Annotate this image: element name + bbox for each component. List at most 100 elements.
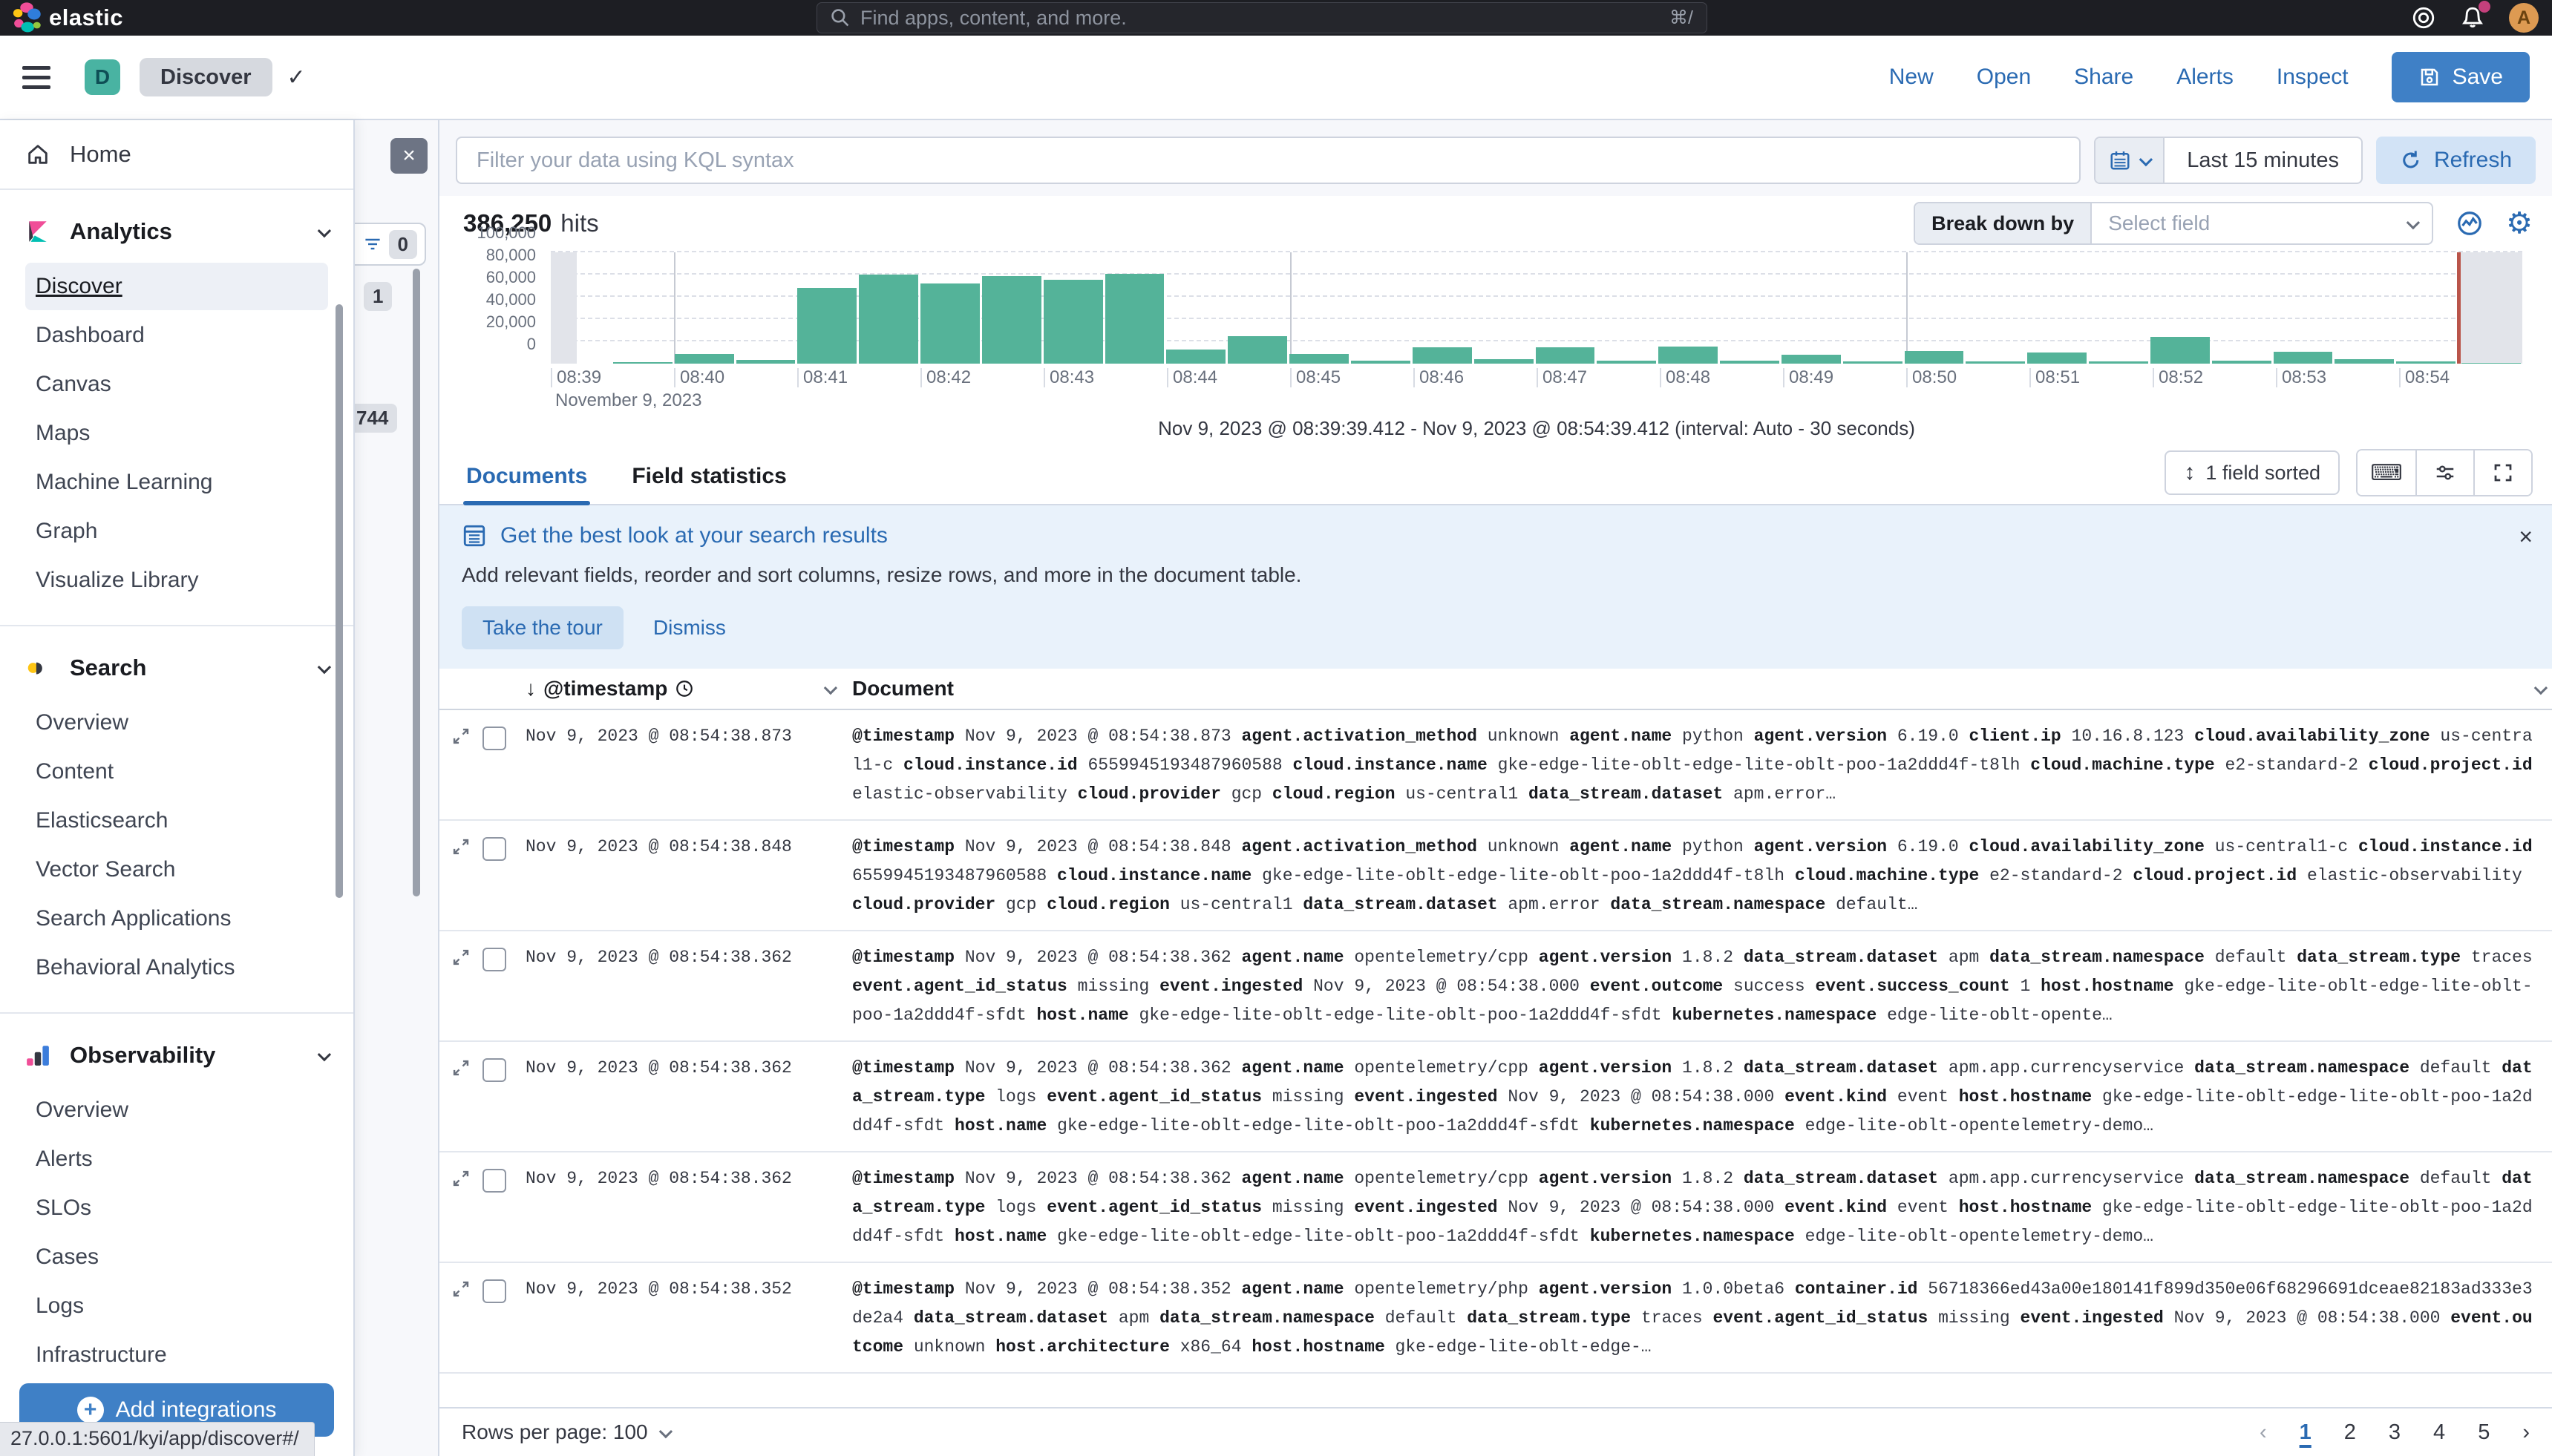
histogram-bar[interactable] bbox=[2211, 361, 2271, 364]
dismiss-link[interactable]: Dismiss bbox=[652, 616, 726, 639]
histogram-bucket[interactable] bbox=[796, 252, 858, 364]
sidebar-item-dashboard[interactable]: Dashboard bbox=[36, 323, 145, 347]
histogram-bucket[interactable] bbox=[2088, 252, 2150, 364]
histogram-bucket[interactable] bbox=[1535, 252, 1597, 364]
histogram-bar[interactable] bbox=[1289, 354, 1349, 364]
histogram-bucket[interactable] bbox=[1165, 252, 1227, 364]
row-checkbox[interactable] bbox=[482, 1169, 506, 1193]
column-menu-chevron-icon[interactable] bbox=[823, 681, 838, 695]
histogram-bar[interactable] bbox=[2027, 352, 2087, 364]
histogram-bar[interactable] bbox=[2335, 359, 2395, 364]
chart-options-gear-icon[interactable]: ⚙ bbox=[2506, 207, 2533, 240]
global-search-input[interactable] bbox=[860, 6, 1660, 30]
expand-row-icon[interactable] bbox=[451, 1169, 471, 1188]
histogram-bucket[interactable] bbox=[551, 252, 612, 364]
toolbar-link-inspect[interactable]: Inspect bbox=[2276, 65, 2349, 89]
field-list-scrollbar[interactable] bbox=[413, 269, 420, 896]
histogram-bucket[interactable] bbox=[612, 252, 674, 364]
menu-hamburger-icon[interactable] bbox=[22, 65, 50, 89]
refresh-button[interactable]: Refresh bbox=[2375, 137, 2536, 184]
sidebar-item-logs[interactable]: Logs bbox=[36, 1293, 85, 1318]
elastic-logo[interactable]: elastic bbox=[12, 1, 123, 34]
histogram-bar[interactable] bbox=[1904, 350, 1964, 364]
pagination-page-2[interactable]: 2 bbox=[2343, 1420, 2356, 1444]
space-badge[interactable]: D bbox=[85, 59, 120, 95]
histogram-bucket[interactable] bbox=[2395, 252, 2457, 364]
sidebar-item-overview[interactable]: Overview bbox=[36, 1098, 129, 1122]
histogram-bar[interactable] bbox=[612, 361, 673, 364]
column-menu-chevron-icon[interactable] bbox=[2533, 681, 2548, 695]
row-checkbox[interactable] bbox=[482, 948, 506, 971]
toolbar-link-open[interactable]: Open bbox=[1976, 65, 2032, 89]
histogram-bucket[interactable] bbox=[1289, 252, 1350, 364]
histogram-bar[interactable] bbox=[1105, 274, 1165, 364]
histogram-bucket[interactable] bbox=[1473, 252, 1535, 364]
histogram-bucket[interactable] bbox=[2273, 252, 2335, 364]
sidebar-item-home[interactable]: Home bbox=[0, 120, 353, 190]
callout-close-icon[interactable]: × bbox=[2519, 523, 2533, 550]
sidebar-item-infrastructure[interactable]: Infrastructure bbox=[36, 1342, 167, 1367]
notifications-bell-icon[interactable] bbox=[2460, 1, 2490, 30]
histogram-bar[interactable] bbox=[1966, 361, 2026, 364]
histogram-bucket[interactable] bbox=[1412, 252, 1473, 364]
sidebar-item-behavioral-analytics[interactable]: Behavioral Analytics bbox=[36, 955, 235, 980]
histogram-bar[interactable] bbox=[1473, 359, 1534, 364]
pagination-next-icon[interactable]: › bbox=[2522, 1420, 2530, 1444]
sidebar-item-graph[interactable]: Graph bbox=[36, 519, 98, 543]
sidebar-item-elasticsearch[interactable]: Elasticsearch bbox=[36, 808, 169, 833]
row-checkbox[interactable] bbox=[482, 727, 506, 750]
histogram-bar[interactable] bbox=[1781, 355, 1841, 364]
row-checkbox[interactable] bbox=[482, 1058, 506, 1082]
expand-row-icon[interactable] bbox=[451, 1058, 471, 1078]
histogram-bucket[interactable] bbox=[2026, 252, 2088, 364]
date-picker[interactable]: Last 15 minutes bbox=[2094, 137, 2363, 184]
sidebar-item-search-applications[interactable]: Search Applications bbox=[36, 906, 232, 931]
histogram-bucket[interactable] bbox=[1842, 252, 1904, 364]
histogram-bucket[interactable] bbox=[1904, 252, 1966, 364]
breakdown-value[interactable]: Select field bbox=[2108, 211, 2211, 235]
sidebar-item-discover[interactable]: Discover bbox=[25, 263, 328, 310]
histogram-bar[interactable] bbox=[859, 275, 919, 364]
sidebar-section-header[interactable]: Analytics bbox=[25, 212, 332, 261]
display-settings-icon[interactable] bbox=[2415, 450, 2473, 495]
avatar[interactable]: A bbox=[2509, 3, 2539, 33]
histogram-plot-area[interactable]: 0 20,000 40,000 60,000 80,000 100,000 bbox=[477, 223, 2522, 364]
timestamp-column-header[interactable]: ↓ @timestamp bbox=[526, 677, 852, 701]
sidebar-item-alerts[interactable]: Alerts bbox=[36, 1147, 93, 1171]
histogram-bar[interactable] bbox=[1535, 347, 1595, 364]
sidebar-section-header[interactable]: Search bbox=[25, 649, 332, 698]
sidebar-section-header[interactable]: Observability bbox=[25, 1036, 332, 1085]
histogram-bucket[interactable] bbox=[674, 252, 736, 364]
histogram-bucket[interactable] bbox=[1781, 252, 1842, 364]
add-integrations-button[interactable]: + Add integrations bbox=[19, 1383, 334, 1437]
breadcrumb[interactable]: Discover bbox=[140, 58, 272, 96]
histogram-bar[interactable] bbox=[1412, 347, 1472, 364]
keyboard-shortcuts-icon[interactable]: ⌨ bbox=[2358, 450, 2415, 495]
histogram-bar[interactable] bbox=[1043, 279, 1103, 364]
histogram-bar[interactable] bbox=[1350, 360, 1410, 364]
expand-row-icon[interactable] bbox=[451, 1279, 471, 1299]
date-picker-quick-menu[interactable] bbox=[2095, 138, 2165, 183]
histogram-bucket[interactable] bbox=[1350, 252, 1412, 364]
histogram-bar[interactable] bbox=[1597, 361, 1657, 364]
histogram-bar[interactable] bbox=[1658, 346, 1718, 364]
histogram-bucket[interactable] bbox=[1043, 252, 1105, 364]
take-tour-button[interactable]: Take the tour bbox=[462, 606, 624, 649]
expand-row-icon[interactable] bbox=[451, 837, 471, 856]
document-cell[interactable]: @timestamp Nov 9, 2023 @ 08:54:38.873 ag… bbox=[852, 727, 2533, 804]
histogram-bucket[interactable] bbox=[1596, 252, 1658, 364]
document-column-header[interactable]: Document bbox=[852, 677, 2552, 701]
row-checkbox[interactable] bbox=[482, 837, 506, 861]
pagination-page-1[interactable]: 1 bbox=[2299, 1420, 2311, 1444]
global-search-box[interactable]: ⌘/ bbox=[817, 2, 1707, 33]
pagination-previous-icon[interactable]: ‹ bbox=[2259, 1420, 2267, 1444]
histogram-bucket[interactable] bbox=[2211, 252, 2273, 364]
histogram-bucket[interactable] bbox=[1965, 252, 2026, 364]
tab-documents[interactable]: Documents bbox=[463, 464, 591, 505]
histogram-bucket[interactable] bbox=[920, 252, 981, 364]
sidebar-scrollbar[interactable] bbox=[336, 304, 343, 898]
histogram-bar[interactable] bbox=[981, 275, 1041, 364]
sidebar-item-canvas[interactable]: Canvas bbox=[36, 372, 111, 396]
histogram-bar[interactable] bbox=[2461, 363, 2521, 364]
histogram-bar[interactable] bbox=[1166, 349, 1226, 364]
